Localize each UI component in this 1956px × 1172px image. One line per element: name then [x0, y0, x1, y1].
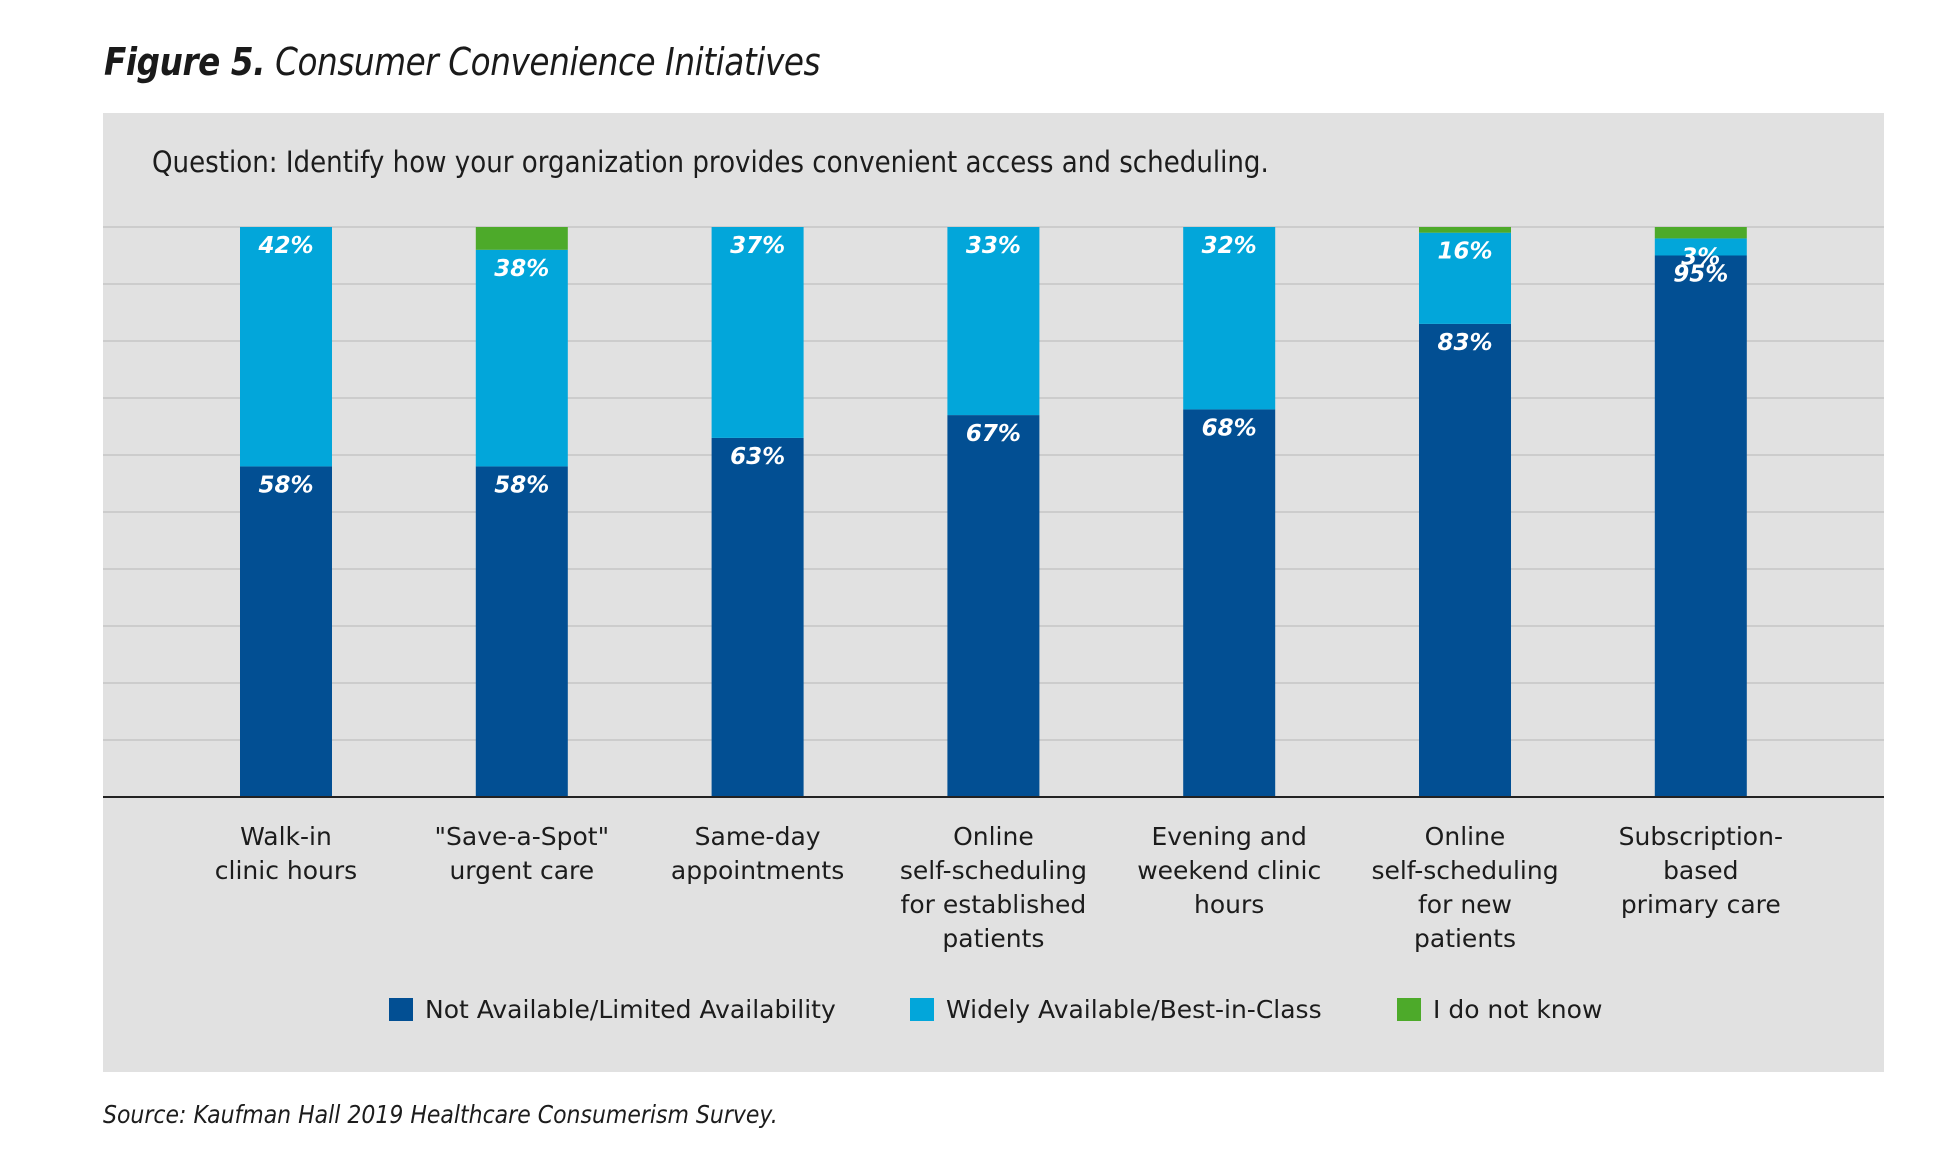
data-label-4-series-2: 33%: [966, 233, 1021, 259]
x-tick-label-3: appointments: [671, 856, 844, 885]
x-tick-label-1: Walk-in: [240, 822, 332, 851]
legend-swatch-do-not-know: [1397, 997, 1421, 1021]
legend-swatch-not-available: [389, 997, 413, 1021]
x-tick-label-6: Online: [1425, 822, 1506, 851]
bars: [240, 227, 1747, 797]
legend-label: I do not know: [1433, 994, 1603, 1024]
bar-segment-7-series-1: [1654, 255, 1747, 797]
bar-segment-7-series-2: [1654, 238, 1747, 256]
legend-swatch-widely-available: [910, 997, 934, 1021]
data-label-4-series-1: 67%: [966, 421, 1021, 447]
chart-question: Question: Identify how your organization…: [152, 145, 1269, 179]
x-tick-label-1: clinic hours: [215, 856, 357, 885]
x-tick-label-4: Online: [953, 822, 1034, 851]
bar-segment-5-series-1: [1183, 409, 1276, 797]
x-tick-label-5: hours: [1194, 890, 1264, 919]
legend-label: Widely Available/Best-in-Class: [946, 994, 1322, 1024]
data-label-2-series-1: 58%: [494, 472, 549, 498]
bar-segment-2-series-2: [475, 249, 568, 467]
x-axis-labels: Walk-in clinic hours "Save-a-Spot" urgent c…: [215, 822, 1783, 953]
data-labels: 58% 42% 58% 38% 63% 37% 67% 33% 68% 32% 83% 16% 95%3…: [257, 233, 1728, 498]
data-label-1-series-1: 58%: [258, 472, 313, 498]
bar-segment-6-series-3: [1419, 227, 1511, 233]
x-tick-label-5: weekend clinic: [1137, 856, 1321, 885]
x-tick-label-7: Subscription-: [1619, 822, 1783, 851]
bar-segment-1-series-1: [240, 466, 332, 797]
bar-segment-4-series-2: [947, 227, 1040, 416]
bar-segment-7-series-3: [1654, 227, 1747, 239]
legend-item-not-available: Not Available/Limited Availability: [389, 992, 836, 1026]
bar-segment-4-series-1: [947, 415, 1040, 797]
x-tick-label-4: self-scheduling: [900, 856, 1087, 885]
figure-title: Figure 5. Consumer Convenience Initiativ…: [104, 40, 821, 84]
x-tick-label-5: Evening and: [1151, 822, 1306, 851]
data-label-5-series-1: 68%: [1202, 415, 1257, 441]
figure-number: Figure 5.: [104, 40, 266, 84]
data-label-3-series-1: 63%: [730, 444, 785, 470]
bar-segment-6-series-2: [1419, 232, 1511, 324]
data-label-6-series-2: 16%: [1437, 239, 1492, 265]
source-note: Source: Kaufman Hall 2019 Healthcare Con…: [103, 1100, 778, 1129]
data-label-7-series-2: 3%: [1681, 244, 1720, 270]
x-tick-label-3: Same-day: [695, 822, 821, 851]
x-tick-label-6: self-scheduling: [1371, 856, 1558, 885]
legend-item-widely-available: Widely Available/Best-in-Class: [910, 992, 1322, 1026]
data-label-2-series-2: 38%: [494, 256, 549, 282]
x-tick-label-4: for established: [901, 890, 1087, 919]
x-tick-label-4: patients: [942, 924, 1044, 953]
x-tick-label-6: patients: [1414, 924, 1516, 953]
data-label-5-series-2: 32%: [1202, 233, 1257, 259]
legend-item-do-not-know: I do not know: [1397, 992, 1602, 1026]
figure-title-text: Consumer Convenience Initiatives: [275, 40, 821, 84]
x-tick-label-6: for new: [1418, 890, 1512, 919]
x-tick-label-7: based: [1663, 856, 1738, 885]
bar-segment-5-series-2: [1183, 227, 1276, 410]
bar-segment-3-series-2: [711, 227, 804, 438]
data-label-3-series-2: 37%: [730, 233, 785, 259]
bar-segment-3-series-1: [711, 437, 804, 797]
data-label-7-series-1: 95%: [1673, 262, 1728, 288]
bar-segment-2-series-3: [475, 227, 568, 250]
legend-label: Not Available/Limited Availability: [425, 994, 836, 1024]
x-tick-label-2: urgent care: [449, 856, 594, 885]
x-tick-label-2: "Save-a-Spot": [435, 822, 610, 851]
bar-segment-6-series-1: [1419, 323, 1511, 797]
data-label-1-series-2: 42%: [257, 233, 313, 259]
bar-segment-1-series-2: [240, 227, 332, 467]
x-tick-label-7: primary care: [1621, 890, 1781, 919]
bar-segment-2-series-1: [475, 466, 568, 797]
data-label-6-series-1: 83%: [1437, 330, 1492, 356]
